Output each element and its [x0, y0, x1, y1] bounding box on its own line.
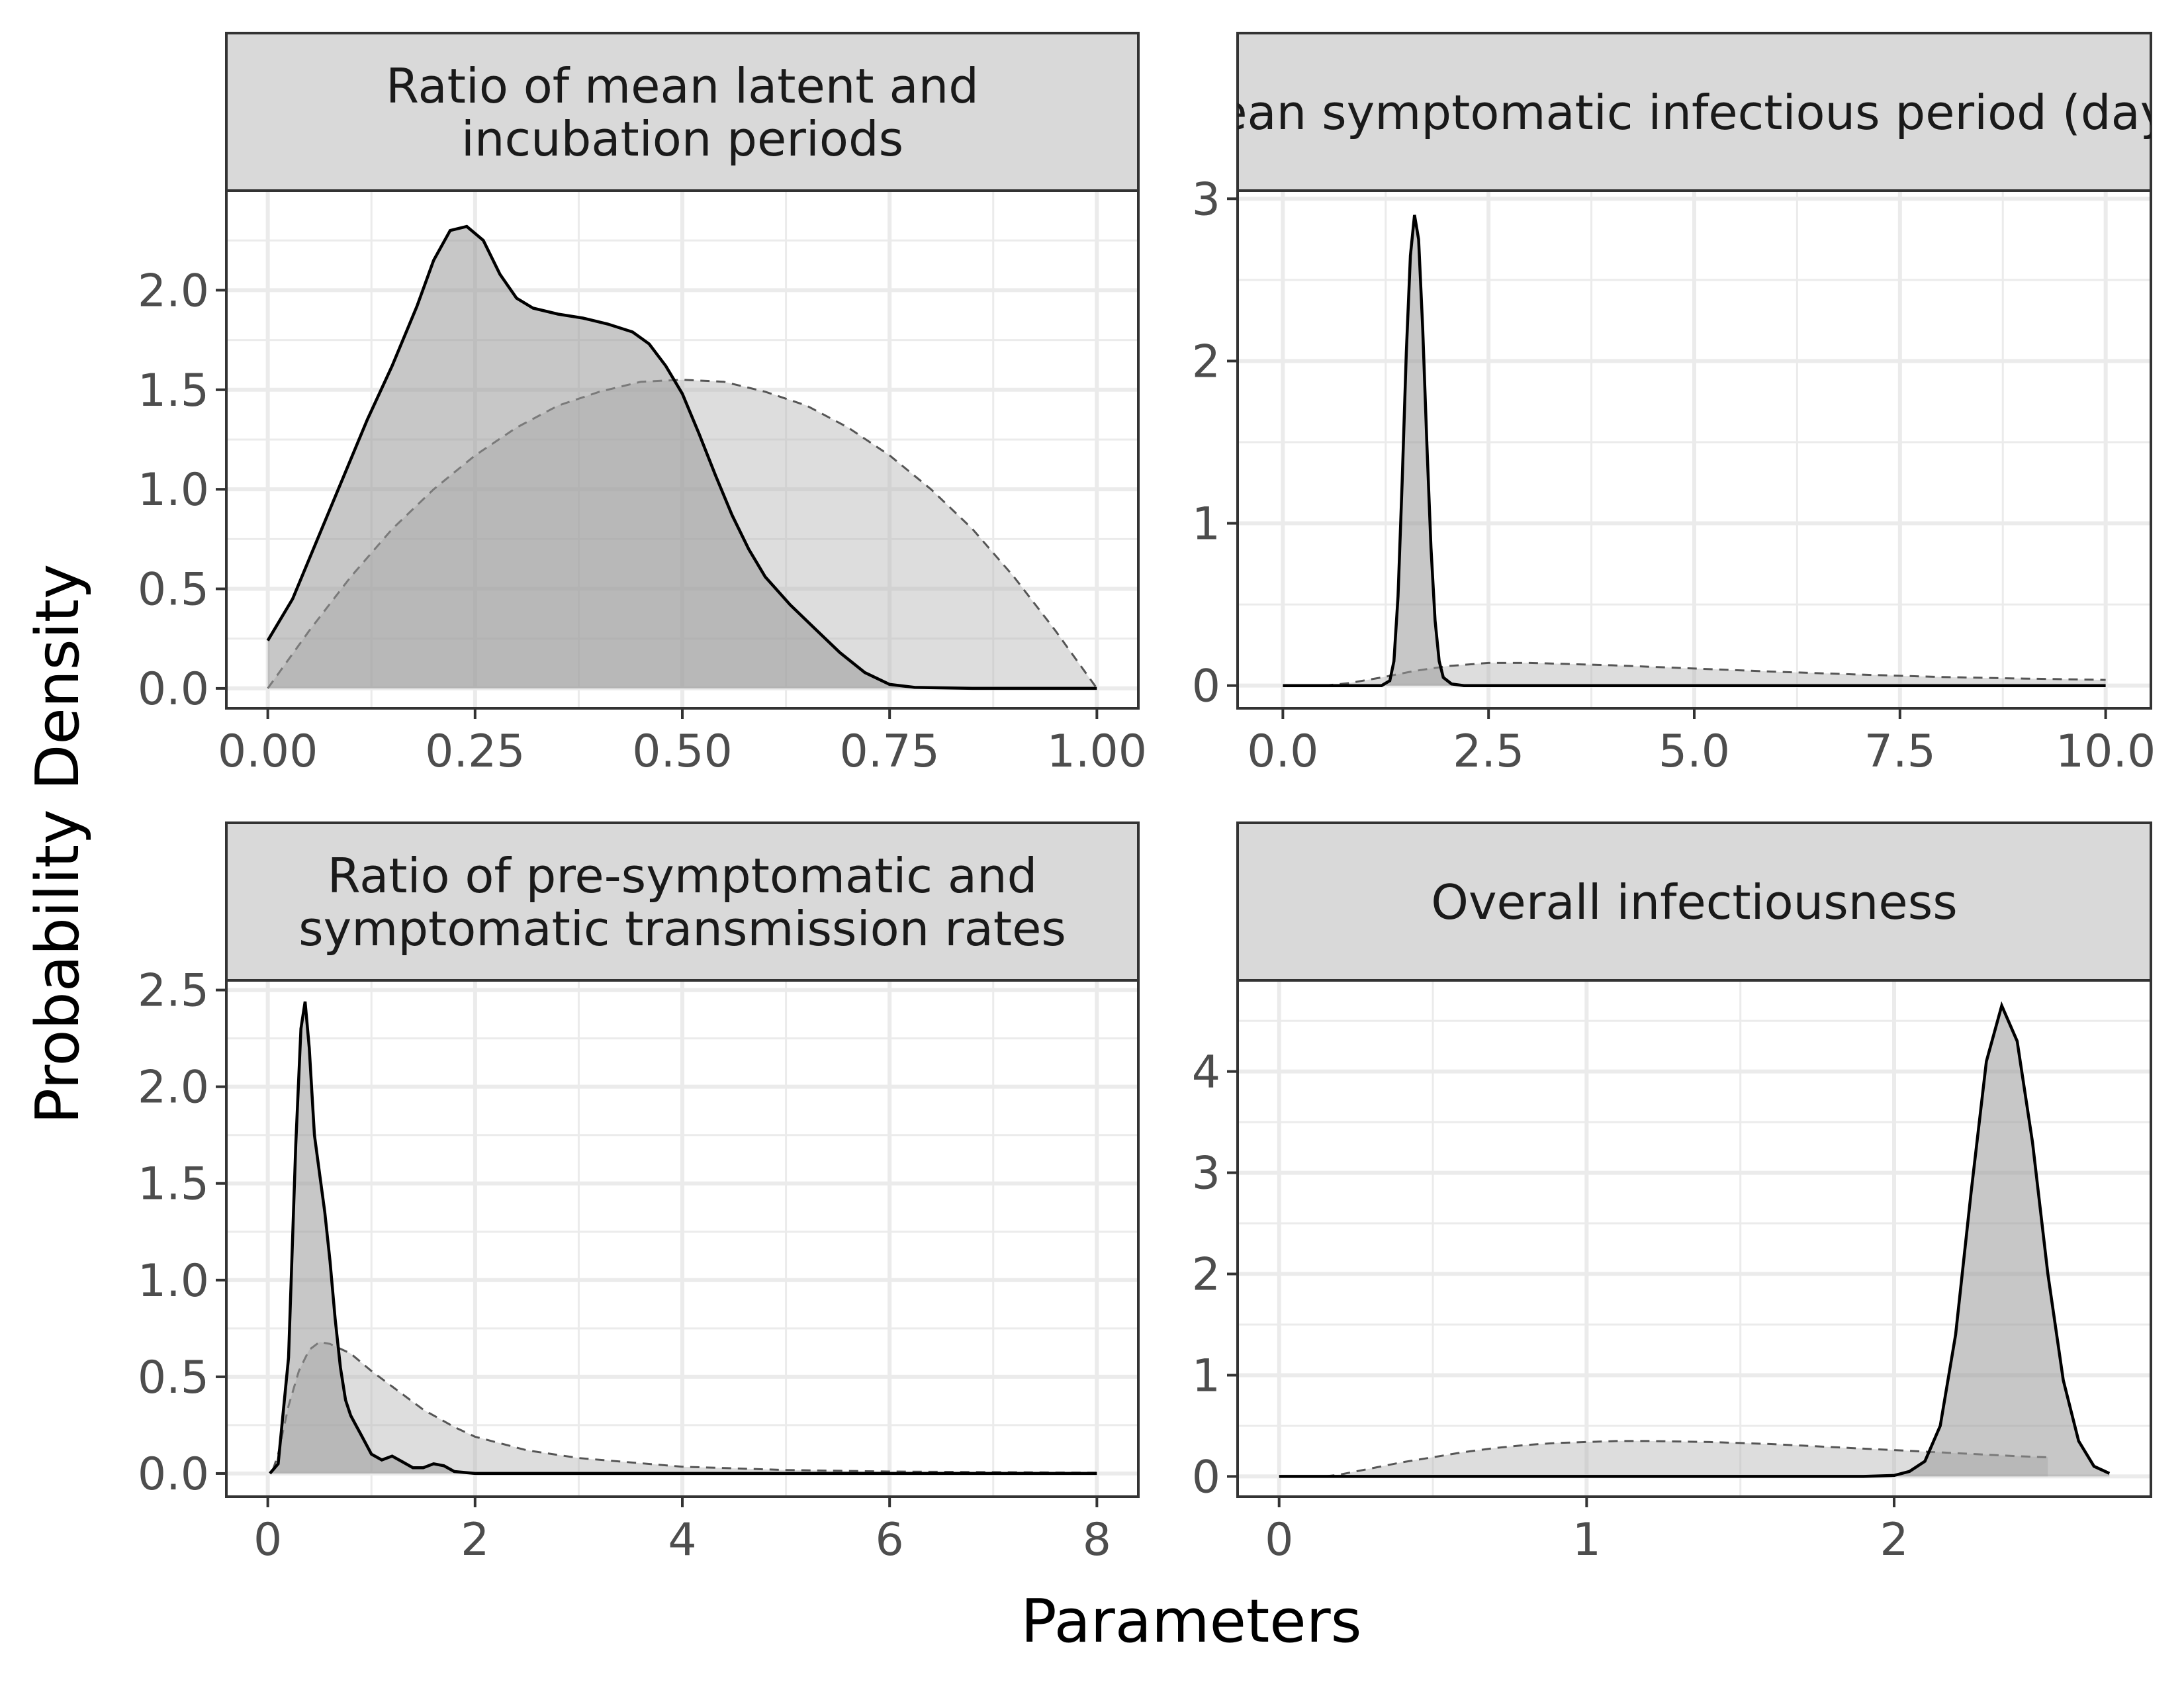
facet-panel-3: Ratio of pre-symptomatic and symptomatic … [138, 821, 1140, 1566]
y-tick-label: 2.5 [138, 965, 209, 1017]
facet-panel-1: Ratio of mean latent and incubation perio… [138, 32, 1147, 778]
y-tick-label: 1.0 [138, 1255, 209, 1307]
prior-density-area [1325, 1440, 2048, 1477]
y-tick-label: 1.5 [138, 365, 209, 417]
facet-strip-label: Ratio of mean latent and incubation perio… [386, 58, 979, 167]
prior-density-line [1324, 661, 2106, 687]
strip-label-line: Overall infectiousness [1431, 874, 1957, 930]
posterior-density-area [267, 226, 1097, 688]
y-tick-label: 1.0 [138, 464, 209, 516]
axis-ticks: 0 2 4 6 8 0.0 0.5 1.0 1.5 2.0 2.5 [138, 965, 1111, 1566]
x-tick-label: 10.0 [2056, 726, 2156, 778]
x-tick-label: 1.00 [1047, 726, 1147, 778]
y-tick-label: 0.5 [138, 564, 209, 616]
prior-density-area [1324, 663, 2106, 686]
facet-strip-label: Ratio of pre-symptomatic and symptomatic … [298, 848, 1066, 957]
posterior-density-line [269, 1001, 1097, 1476]
density-series [1279, 1001, 2111, 1478]
posterior-density-area [269, 1002, 1097, 1474]
y-tick-label: 3 [1192, 1148, 1220, 1200]
posterior-density-line [266, 224, 1097, 690]
x-tick-label: 0 [1265, 1514, 1293, 1566]
x-axis-title: Parameters [1021, 1587, 1361, 1656]
facet-strip-label: Overall infectiousness [1431, 874, 1957, 930]
strip-label-line: Mean symptomatic infectious period (days… [1177, 85, 2184, 140]
strip-label-line: Ratio of mean latent and [386, 58, 979, 114]
x-tick-label: 2 [1880, 1514, 1908, 1566]
axis-ticks: 0.0 2.5 5.0 7.5 10.0 0 1 2 3 [1192, 173, 2156, 778]
prior-density-area [273, 1342, 1097, 1474]
strip-label-line: symptomatic transmission rates [298, 901, 1066, 957]
axis-ticks: 0.00 0.25 0.50 0.75 1.00 0.0 0.5 1.0 1.5 2.0 [138, 265, 1147, 778]
facet-panel-4: Overall infectiousness 0 1 2 0 1 2 3 4 [1192, 821, 2152, 1566]
axis-ticks: 0 1 2 0 1 2 3 4 [1192, 1047, 1909, 1566]
strip-label-line: Ratio of pre-symptomatic and [328, 848, 1038, 904]
x-tick-label: 0.75 [839, 726, 939, 778]
y-tick-label: 1 [1192, 1350, 1220, 1402]
x-tick-label: 0.0 [1247, 726, 1318, 778]
x-tick-label: 7.5 [1864, 726, 1936, 778]
y-tick-label: 2.0 [138, 265, 209, 317]
x-tick-label: 2 [461, 1514, 489, 1566]
x-tick-label: 5.0 [1659, 726, 1730, 778]
posterior-density-line [1283, 214, 2106, 687]
y-tick-label: 2 [1192, 1249, 1220, 1301]
y-tick-label: 1 [1192, 498, 1220, 551]
y-tick-label: 3 [1192, 173, 1220, 226]
facet-strip [225, 821, 1140, 982]
y-tick-label: 0.0 [138, 1448, 209, 1501]
x-tick-label: 0.00 [218, 726, 318, 778]
x-tick-label: 2.5 [1453, 726, 1524, 778]
density-series [266, 224, 1098, 690]
facet-strip [1236, 32, 2152, 192]
facet-panels: Ratio of mean latent and incubation perio… [138, 32, 2184, 1566]
prior-density-line [1325, 1440, 2048, 1477]
density-series [1283, 214, 2106, 687]
posterior-density-area [1279, 1006, 2110, 1477]
x-tick-label: 8 [1083, 1514, 1111, 1566]
facet-strip [225, 32, 1140, 192]
y-tick-label: 4 [1192, 1047, 1220, 1099]
y-tick-label: 2.0 [138, 1062, 209, 1114]
posterior-density-line [1279, 1001, 2111, 1478]
density-series [269, 1001, 1097, 1476]
y-tick-label: 0.0 [138, 663, 209, 716]
x-tick-label: 0.50 [632, 726, 732, 778]
y-tick-label: 2 [1192, 336, 1220, 388]
x-tick-label: 0.25 [425, 726, 525, 778]
facet-strip-label: Mean symptomatic infectious period (days… [1177, 85, 2184, 140]
facet-panel-2: Mean symptomatic infectious period (days… [1177, 32, 2184, 778]
x-tick-label: 0 [253, 1514, 282, 1566]
y-tick-label: 0.5 [138, 1352, 209, 1404]
y-axis-title: Probability Density [23, 564, 93, 1125]
x-tick-label: 6 [876, 1514, 904, 1566]
facet-strip [1236, 821, 2152, 982]
y-tick-label: 1.5 [138, 1158, 209, 1211]
y-tick-label: 0 [1192, 661, 1220, 713]
x-tick-label: 4 [668, 1514, 696, 1566]
strip-label-line: incubation periods [461, 111, 903, 167]
x-tick-label: 1 [1572, 1514, 1601, 1566]
y-tick-label: 0 [1192, 1451, 1220, 1503]
